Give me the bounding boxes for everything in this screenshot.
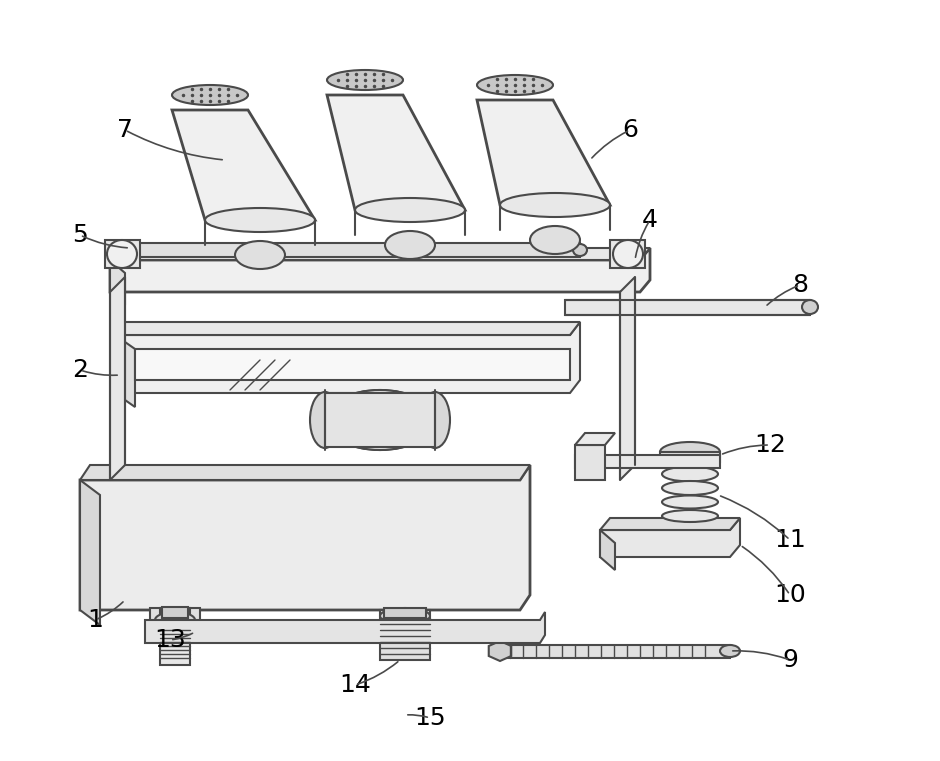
Polygon shape [115, 243, 580, 257]
Polygon shape [489, 641, 511, 661]
Ellipse shape [108, 244, 122, 256]
Polygon shape [620, 277, 635, 480]
Polygon shape [660, 452, 720, 462]
Polygon shape [150, 608, 200, 625]
Ellipse shape [720, 645, 740, 657]
Polygon shape [575, 445, 605, 480]
Polygon shape [327, 95, 465, 210]
Polygon shape [600, 530, 615, 570]
Polygon shape [80, 465, 530, 610]
Ellipse shape [613, 240, 643, 268]
Ellipse shape [573, 244, 587, 256]
Polygon shape [380, 610, 430, 660]
Ellipse shape [420, 392, 450, 448]
Text: 5: 5 [72, 223, 87, 247]
Polygon shape [145, 612, 545, 643]
Text: 14: 14 [339, 673, 371, 697]
Text: 11: 11 [775, 528, 806, 552]
Polygon shape [162, 607, 188, 618]
Text: 13: 13 [154, 628, 186, 652]
Text: 9: 9 [782, 648, 798, 672]
Polygon shape [575, 455, 720, 468]
Text: 15: 15 [415, 706, 446, 730]
Ellipse shape [155, 612, 195, 628]
Text: 2: 2 [72, 358, 88, 382]
Polygon shape [384, 608, 426, 618]
Ellipse shape [325, 390, 435, 450]
Polygon shape [172, 110, 315, 220]
Ellipse shape [500, 193, 610, 217]
Text: 1: 1 [87, 608, 103, 632]
Polygon shape [115, 322, 580, 393]
Ellipse shape [662, 495, 718, 508]
Text: 8: 8 [792, 273, 808, 297]
Ellipse shape [660, 442, 720, 462]
Polygon shape [110, 248, 650, 292]
Ellipse shape [205, 208, 315, 232]
Polygon shape [135, 349, 570, 380]
Ellipse shape [310, 392, 340, 448]
Polygon shape [600, 518, 740, 530]
Text: 6: 6 [622, 118, 638, 142]
Ellipse shape [380, 608, 430, 624]
Polygon shape [110, 248, 650, 260]
Ellipse shape [662, 481, 718, 495]
Ellipse shape [662, 510, 718, 522]
Ellipse shape [355, 198, 465, 222]
Text: 7: 7 [118, 118, 133, 142]
Polygon shape [110, 277, 125, 480]
Text: 10: 10 [775, 583, 806, 607]
Polygon shape [325, 393, 435, 447]
Polygon shape [115, 322, 580, 335]
Ellipse shape [107, 240, 137, 268]
Polygon shape [565, 300, 810, 315]
Ellipse shape [662, 452, 718, 468]
Polygon shape [110, 260, 125, 305]
Polygon shape [610, 240, 645, 268]
Polygon shape [80, 465, 530, 480]
Polygon shape [600, 518, 740, 557]
Ellipse shape [385, 231, 435, 259]
Text: 12: 12 [754, 433, 786, 457]
Ellipse shape [172, 85, 248, 105]
Polygon shape [105, 240, 140, 268]
Polygon shape [500, 645, 730, 658]
Text: 4: 4 [642, 208, 658, 232]
Ellipse shape [802, 300, 818, 314]
Polygon shape [115, 335, 135, 407]
Polygon shape [575, 433, 615, 445]
Ellipse shape [235, 241, 285, 269]
Ellipse shape [327, 70, 403, 90]
Ellipse shape [530, 226, 580, 254]
Ellipse shape [662, 466, 718, 482]
Ellipse shape [325, 390, 435, 450]
Polygon shape [160, 608, 190, 665]
Polygon shape [80, 480, 100, 625]
Ellipse shape [477, 75, 553, 95]
Polygon shape [477, 100, 610, 205]
